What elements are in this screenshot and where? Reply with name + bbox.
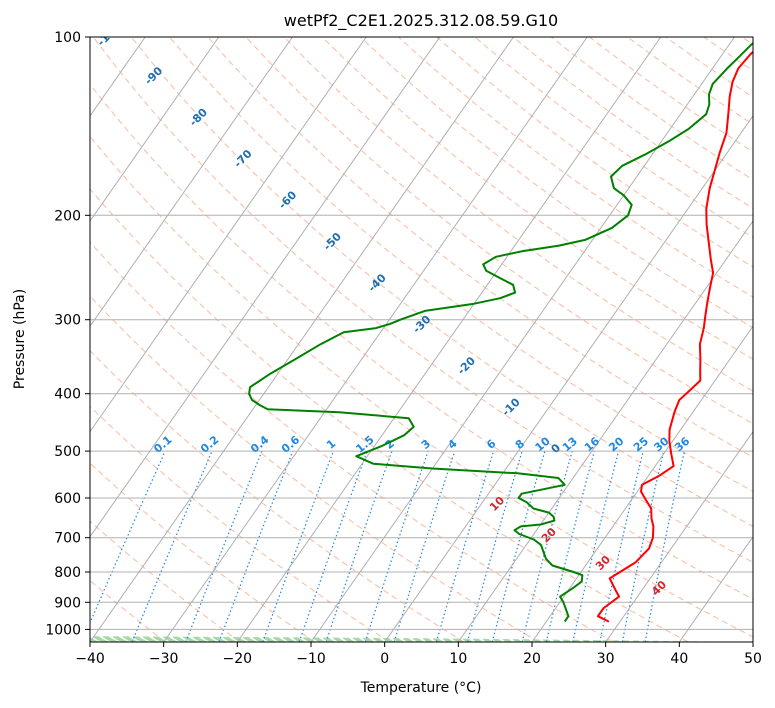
mixing-ratio-line bbox=[262, 450, 334, 642]
moist-adiabat-line bbox=[90, 639, 444, 642]
isotherm-line bbox=[678, 535, 753, 642]
x-tick-label: 40 bbox=[670, 651, 688, 667]
profile-series bbox=[248, 41, 753, 623]
dry-adiabat-line bbox=[90, 405, 390, 642]
mixing-ratio-line bbox=[185, 450, 263, 642]
isotherm-line bbox=[90, 37, 293, 328]
dry-adiabat-line bbox=[90, 241, 614, 642]
mixing-ratio-line bbox=[435, 450, 495, 642]
isotherm-line bbox=[90, 37, 514, 642]
x-tick-label: −10 bbox=[296, 651, 326, 667]
x-tick-label: 20 bbox=[523, 651, 541, 667]
isotherm-line bbox=[310, 37, 735, 642]
y-tick-label: 1000 bbox=[45, 622, 81, 638]
isotherm-line bbox=[90, 37, 220, 222]
dry-adiabat-line bbox=[207, 37, 753, 458]
dry-adiabat-line bbox=[92, 37, 753, 563]
y-tick-label: 500 bbox=[54, 444, 81, 460]
mixing-ratio-line bbox=[545, 450, 595, 642]
isotherm-line bbox=[236, 37, 662, 642]
mixing-ratio-line bbox=[599, 450, 644, 642]
mixing-ratio-line bbox=[572, 450, 620, 642]
x-tick-label: −20 bbox=[223, 651, 253, 667]
x-tick-label: 30 bbox=[597, 651, 615, 667]
isotherm-line bbox=[531, 325, 753, 642]
isotherm-line bbox=[605, 430, 753, 642]
dewpoint-line bbox=[248, 41, 753, 623]
isotherm-line bbox=[384, 114, 753, 642]
isotherm-line bbox=[163, 37, 588, 642]
dry-adiabat-line bbox=[360, 37, 753, 329]
moist-adiabat-line bbox=[90, 636, 709, 642]
y-axis-title: Pressure (hPa) bbox=[12, 289, 28, 389]
y-axis: 100 200 300 400 500 600 700 800 900 1000 bbox=[45, 30, 90, 638]
y-tick-label: 300 bbox=[54, 313, 81, 329]
dry-adiabat-line bbox=[398, 37, 753, 298]
mixing-ratio-line bbox=[521, 450, 573, 642]
mixing-ratio-line bbox=[364, 450, 429, 642]
x-tick-label: 0 bbox=[380, 651, 389, 667]
mixing-ratio-line bbox=[298, 450, 368, 642]
x-tick-label: 50 bbox=[744, 651, 762, 667]
dry-adiabat-line bbox=[131, 37, 753, 527]
mixing-ratio-line bbox=[218, 450, 294, 642]
dry-adiabat-line bbox=[90, 295, 540, 642]
isotherm-label: -100 bbox=[95, 20, 124, 49]
mixing-ratio-line bbox=[325, 450, 393, 642]
y-tick-label: 700 bbox=[54, 531, 81, 547]
x-axis-title: Temperature (°C) bbox=[360, 680, 482, 696]
mixing-ratio-line bbox=[131, 450, 213, 642]
x-tick-label: 10 bbox=[449, 651, 467, 667]
y-tick-label: 100 bbox=[54, 30, 81, 46]
temperature-line bbox=[596, 50, 753, 623]
dry-adiabat-line bbox=[245, 37, 753, 425]
x-tick-label: −30 bbox=[149, 651, 179, 667]
isotherm-line bbox=[90, 37, 367, 433]
y-tick-label: 600 bbox=[54, 491, 81, 507]
chart-title: wetPf2_C2E1.2025.312.08.59.G10 bbox=[284, 11, 558, 31]
dry-adiabat-line bbox=[90, 350, 465, 642]
dry-adiabat-line bbox=[169, 37, 753, 492]
isotherm-line bbox=[90, 37, 441, 538]
mixing-ratio-line bbox=[466, 450, 523, 642]
dry-adiabat-line bbox=[90, 188, 689, 642]
y-tick-label: 200 bbox=[54, 208, 81, 224]
y-tick-label: 800 bbox=[54, 565, 81, 581]
mixing-ratio-line bbox=[90, 450, 166, 625]
y-tick-label: 900 bbox=[54, 595, 81, 611]
isotherm-line bbox=[457, 220, 753, 642]
x-axis: −40 −30 −20 −10 0 10 20 30 40 50 bbox=[75, 642, 762, 667]
dry-adiabat-line bbox=[90, 462, 315, 642]
x-tick-label: −40 bbox=[75, 651, 105, 667]
y-tick-label: 400 bbox=[54, 387, 81, 403]
plot-frame bbox=[89, 36, 754, 643]
